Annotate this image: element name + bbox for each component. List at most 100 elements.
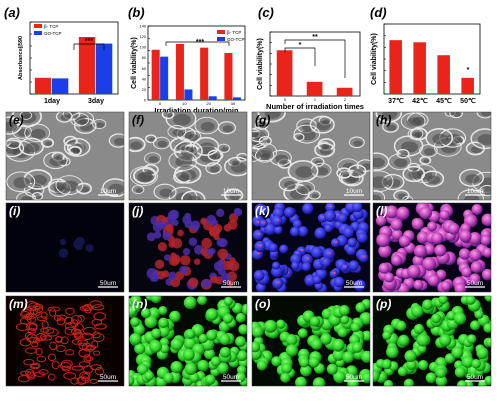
tile-label-h: (h) xyxy=(376,113,391,127)
cell xyxy=(413,279,424,290)
cell xyxy=(373,369,380,382)
sem-shadow xyxy=(352,168,364,176)
cell xyxy=(89,378,98,384)
cell-spot xyxy=(330,205,333,208)
legend-swatch-a xyxy=(34,31,42,35)
sem-shadow xyxy=(10,141,19,148)
cell xyxy=(378,244,392,258)
cell xyxy=(398,235,411,248)
y-axis-title-c: Cell viability(%) xyxy=(257,38,264,90)
cell xyxy=(23,358,35,366)
tile-label-o: (o) xyxy=(255,297,270,311)
sem-pore xyxy=(278,176,300,192)
sem-shadow xyxy=(180,169,197,180)
cell xyxy=(133,323,145,336)
cell xyxy=(412,254,425,267)
cell xyxy=(355,302,366,313)
cell xyxy=(32,308,41,316)
tile-label-k: (k) xyxy=(255,204,270,218)
x-tick-label-c: 0 xyxy=(284,97,287,102)
cell xyxy=(292,219,302,229)
tile-image-f xyxy=(129,112,247,200)
sem-pore xyxy=(205,162,222,175)
micrograph-tile-l: (l) 50um xyxy=(372,202,492,293)
y-tick-label-b: 100 xyxy=(140,46,146,50)
sem-shadow xyxy=(353,140,363,147)
tile-image-j xyxy=(129,203,247,292)
sem-pore xyxy=(347,164,367,178)
cell xyxy=(425,372,437,384)
cell xyxy=(337,327,348,338)
cell xyxy=(381,359,392,370)
cell xyxy=(391,229,403,241)
sem-shadow xyxy=(477,134,491,146)
cell xyxy=(431,313,442,324)
scale-bar-label: 50um xyxy=(467,374,483,381)
sem-pore xyxy=(92,118,107,130)
cell xyxy=(159,344,170,354)
cell xyxy=(236,350,247,362)
cell-spot xyxy=(322,216,325,219)
cell xyxy=(130,317,140,327)
cell xyxy=(241,303,247,315)
cell-spot xyxy=(258,232,261,235)
sem-pore xyxy=(129,136,146,153)
cell xyxy=(395,320,407,332)
sem-pore xyxy=(348,136,365,149)
sem-shadow xyxy=(423,159,430,164)
cell xyxy=(291,261,300,270)
cell xyxy=(419,206,432,220)
cell xyxy=(301,253,313,265)
cell xyxy=(71,339,82,345)
sem-pore xyxy=(181,190,206,200)
cell xyxy=(342,226,354,238)
cell xyxy=(71,314,82,324)
sem-pore xyxy=(63,135,78,147)
cell xyxy=(439,334,452,347)
cell xyxy=(80,373,90,382)
scale-bar-label: 50um xyxy=(223,374,239,381)
cell-spot xyxy=(257,252,260,255)
sem-shadow xyxy=(159,188,173,198)
sem-pore xyxy=(470,128,491,150)
tile-image-l xyxy=(373,203,491,292)
cell xyxy=(27,328,37,334)
cell xyxy=(222,313,233,324)
cell xyxy=(149,340,162,353)
sem-shadow xyxy=(316,120,331,131)
sem-pore xyxy=(449,112,463,119)
cell xyxy=(358,252,369,263)
sem-pore xyxy=(6,139,25,158)
sem-shadow xyxy=(96,122,105,128)
sem-pore xyxy=(407,112,429,128)
sem-pore xyxy=(479,185,491,197)
cell xyxy=(47,306,61,312)
tile-label-e: (e) xyxy=(9,113,24,127)
sem-pore xyxy=(153,183,177,200)
cell xyxy=(35,347,43,356)
x-tick-label-a: 1day xyxy=(44,98,60,105)
bar-b-10-β- TCP xyxy=(175,43,184,100)
cell xyxy=(340,263,349,272)
cell-spot xyxy=(276,218,279,221)
cell xyxy=(468,232,482,245)
bar-b-30-β- TCP xyxy=(224,52,233,100)
sig-bracket-c1 xyxy=(284,47,316,66)
cell xyxy=(85,344,97,351)
legend-swatch-b xyxy=(217,37,225,41)
sem-pore xyxy=(293,124,321,144)
sem-pore xyxy=(402,165,426,183)
sem-shadow xyxy=(114,137,124,146)
sem-shadow xyxy=(148,156,159,163)
sem-pore xyxy=(108,133,124,148)
sig-stars-b: *** xyxy=(196,39,204,46)
sem-shadow xyxy=(382,112,398,120)
sem-shadow xyxy=(222,125,234,133)
tile-image-i xyxy=(6,203,124,292)
cell xyxy=(330,238,340,248)
sem-shadow xyxy=(135,188,143,193)
cell xyxy=(281,363,292,374)
micrograph-tile-f: (f) 10um xyxy=(128,111,248,201)
cell xyxy=(256,360,268,371)
